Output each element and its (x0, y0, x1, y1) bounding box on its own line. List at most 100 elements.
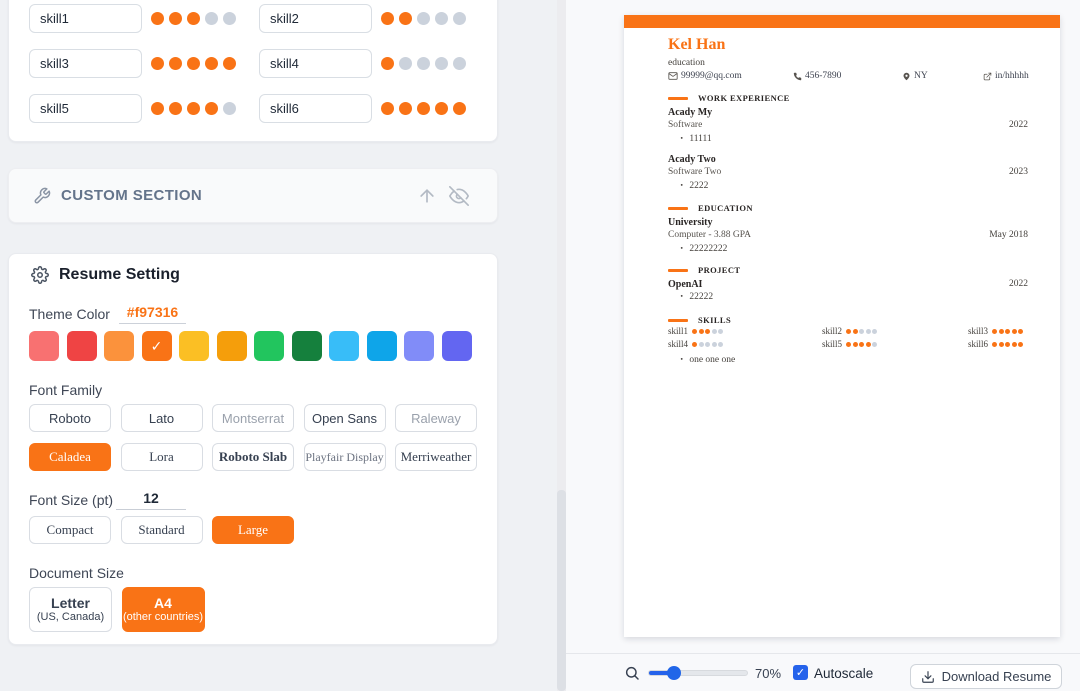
document-size-letter-button[interactable]: Letter (US, Canada) (29, 587, 112, 632)
font-size-large-button[interactable]: Large (212, 516, 294, 544)
rating-dot-filled (1005, 341, 1011, 347)
skill-name-input[interactable] (259, 49, 372, 78)
rating-dot-filled[interactable] (169, 12, 182, 25)
rating-dot-filled[interactable] (187, 57, 200, 70)
move-section-up-button[interactable] (415, 184, 439, 208)
color-swatch[interactable] (254, 331, 284, 361)
rating-dot-filled (852, 328, 858, 334)
color-swatch[interactable] (216, 331, 247, 361)
rating-dot-filled[interactable] (151, 12, 164, 25)
work-entry-role-row: Software 2022 (668, 120, 1028, 130)
skill-level-rating[interactable] (151, 102, 236, 115)
font-size-standard-button[interactable]: Standard (120, 516, 203, 544)
color-swatch[interactable] (404, 331, 434, 361)
zoom-percentage: 70% (755, 666, 782, 681)
skill-level-rating[interactable] (381, 57, 466, 70)
rating-dot-filled[interactable] (151, 102, 164, 115)
font-button-open-sans[interactable]: Open Sans (303, 404, 386, 432)
theme-color-value-input[interactable]: #f97316 (119, 304, 186, 324)
rating-dot-empty (705, 341, 711, 347)
rating-dot-empty[interactable] (453, 57, 466, 70)
font-size-compact-button[interactable]: Compact (29, 516, 111, 544)
color-swatch[interactable] (366, 331, 397, 361)
skill-name-input[interactable] (259, 4, 372, 33)
font-button-montserrat[interactable]: Montserrat (212, 404, 294, 432)
font-button-lora[interactable]: Lora (120, 443, 203, 471)
color-swatch[interactable] (441, 331, 472, 361)
skill-name-input[interactable] (29, 94, 142, 123)
rating-dot-empty[interactable] (223, 12, 236, 25)
rating-dot-empty[interactable] (417, 57, 430, 70)
rating-dot-empty[interactable] (417, 12, 430, 25)
font-button-merriweather[interactable]: Merriweather (395, 443, 477, 471)
skill-name-input[interactable] (29, 4, 142, 33)
font-button-roboto-slab[interactable]: Roboto Slab (212, 443, 294, 471)
rating-dot-empty (859, 328, 865, 334)
hide-section-eye-off-icon[interactable] (447, 184, 471, 208)
autoscale-checkbox[interactable]: ✓ (793, 665, 808, 680)
rating-dot-filled[interactable] (169, 102, 182, 115)
bullet-item: • 2222 (680, 181, 709, 191)
rating-dot-empty (711, 328, 717, 334)
skill-level-rating[interactable] (381, 102, 466, 115)
color-swatch[interactable] (29, 331, 59, 361)
document-size-label: Document Size (29, 565, 124, 581)
font-family-label: Font Family (29, 382, 103, 398)
font-button-raleway[interactable]: Raleway (395, 404, 477, 432)
rating-dot-empty[interactable] (205, 12, 218, 25)
contact-location: NY (902, 71, 928, 81)
rating-dot-filled[interactable] (381, 102, 394, 115)
skill-level-rating[interactable] (151, 12, 236, 25)
editor-scrollbar[interactable] (557, 0, 566, 691)
resume-skill-item: skill1 (668, 326, 724, 336)
rating-dot-filled[interactable] (151, 57, 164, 70)
rating-dot-filled[interactable] (205, 57, 218, 70)
rating-dot-empty[interactable] (435, 12, 448, 25)
skill-name-input[interactable] (259, 94, 372, 123)
rating-dot-empty[interactable] (453, 12, 466, 25)
rating-dot-filled[interactable] (381, 12, 394, 25)
resume-skill-item: skill4 (668, 339, 724, 349)
scrollbar-thumb[interactable] (557, 490, 566, 691)
rating-dot-filled[interactable] (453, 102, 466, 115)
font-size-value-input[interactable]: 12 (116, 490, 186, 510)
font-button-lato[interactable]: Lato (120, 404, 203, 432)
zoom-slider-thumb[interactable] (667, 666, 681, 680)
color-swatch[interactable] (329, 331, 359, 361)
color-swatch[interactable] (66, 331, 97, 361)
rating-dot-empty[interactable] (223, 102, 236, 115)
zoom-magnifier-icon (624, 665, 640, 681)
font-button-playfair-display[interactable]: Playfair Display (303, 443, 386, 471)
rating-dot-filled[interactable] (435, 102, 448, 115)
skill-level-rating[interactable] (151, 57, 236, 70)
rating-dot-filled[interactable] (381, 57, 394, 70)
skill-level-rating[interactable] (381, 12, 466, 25)
resume-name: Kel Han (668, 36, 726, 53)
zoom-slider[interactable] (648, 666, 748, 680)
rating-dot-filled[interactable] (399, 12, 412, 25)
resume-skill-item: skill6 (968, 339, 1024, 349)
rating-dot-filled[interactable] (187, 102, 200, 115)
education-school: University (668, 217, 713, 228)
rating-dot-filled (1018, 341, 1024, 347)
document-size-a4-button[interactable]: A4 (other countries) (121, 587, 205, 632)
download-resume-button[interactable]: Download Resume (910, 664, 1062, 689)
skill-name-input[interactable] (29, 49, 142, 78)
font-button-caladea[interactable]: Caladea (29, 443, 111, 471)
color-swatch[interactable] (179, 331, 209, 361)
autoscale-label: Autoscale (814, 666, 874, 681)
resume-accent-bar (624, 15, 1060, 28)
font-button-roboto[interactable]: Roboto (29, 404, 111, 432)
color-swatch[interactable] (104, 331, 134, 361)
rating-dot-filled[interactable] (417, 102, 430, 115)
rating-dot-filled[interactable] (399, 102, 412, 115)
color-swatch[interactable] (291, 331, 322, 361)
rating-dot-empty[interactable] (435, 57, 448, 70)
rating-dot-filled[interactable] (187, 12, 200, 25)
rating-dot-filled[interactable] (205, 102, 218, 115)
rating-dot-filled[interactable] (223, 57, 236, 70)
link-text: in/hhhhh (995, 71, 1029, 81)
rating-dot-empty[interactable] (399, 57, 412, 70)
color-swatch-selected[interactable]: ✓ (141, 331, 172, 361)
rating-dot-filled[interactable] (169, 57, 182, 70)
